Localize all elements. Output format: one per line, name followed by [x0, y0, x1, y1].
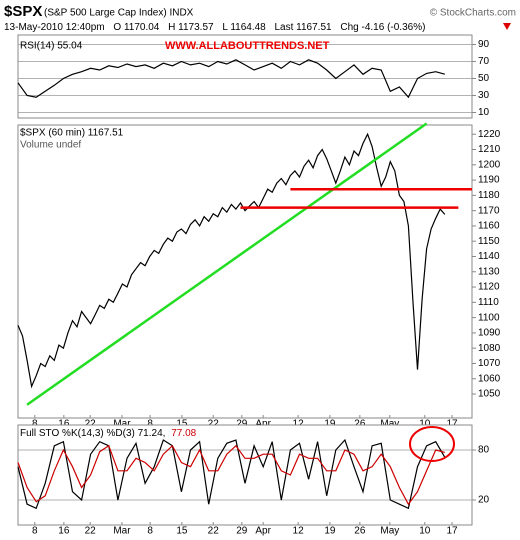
series-line	[17, 59, 445, 99]
y-tick-label: 1170	[478, 205, 500, 216]
y-tick-label: 1150	[478, 236, 500, 247]
y-tick-label: 50	[478, 73, 490, 84]
x-tick-label: 10	[419, 526, 431, 537]
y-tick-label: 1100	[478, 312, 500, 323]
legend: Full STO %K(14,3) %D(3) 71.24, 77.08	[20, 428, 197, 439]
panel-frame	[17, 124, 473, 419]
x-tick-label: 22	[85, 419, 97, 430]
open: O 1170.04	[113, 22, 159, 33]
series-line	[17, 444, 445, 506]
x-tick-label: 8	[32, 419, 38, 430]
x-tick-label: May	[380, 419, 399, 430]
x-tick-label: 12	[293, 419, 305, 430]
date: 13-May-2010 12:40pm	[4, 22, 105, 33]
y-tick-label: 1070	[478, 358, 501, 369]
y-tick-label: 1140	[478, 251, 500, 262]
x-tick-label: Mar	[113, 526, 131, 537]
change: Chg -4.16 (-0.36%)	[340, 22, 425, 33]
y-tick-label: 1180	[478, 190, 500, 201]
down-arrow	[503, 23, 511, 30]
series-line	[17, 438, 446, 510]
x-tick-label: 8	[147, 419, 153, 430]
y-tick-label: 1130	[478, 266, 500, 277]
x-tick-label: 12	[293, 526, 305, 537]
x-tick-label: 29	[236, 526, 248, 537]
x-tick-label: 19	[324, 526, 336, 537]
x-tick-label: 22	[85, 526, 97, 537]
index-name: (S&P 500 Large Cap Index) INDX	[44, 8, 194, 19]
trend-line	[26, 122, 428, 406]
x-tick-label: 26	[354, 419, 366, 430]
series-line	[17, 132, 446, 389]
x-tick-label: 8	[32, 526, 38, 537]
x-tick-label: 15	[176, 526, 188, 537]
highlight-circle	[409, 426, 455, 462]
y-tick-label: 30	[478, 90, 490, 101]
y-tick-label: 80	[478, 445, 490, 456]
legend-k: Full STO %K(14,3) %D(3) 71.24,	[20, 428, 165, 439]
x-tick-label: 22	[208, 419, 220, 430]
x-tick-label: 26	[354, 526, 366, 537]
y-tick-label: 1200	[478, 159, 501, 170]
x-tick-label: Apr	[255, 419, 271, 430]
quote-line: 13-May-2010 12:40pm O 1170.04 H 1173.57 …	[4, 22, 425, 33]
x-tick-label: 17	[446, 526, 458, 537]
y-tick-label: 1080	[478, 343, 501, 354]
symbol: $SPX	[4, 3, 42, 20]
x-tick-label: Apr	[255, 526, 271, 537]
x-tick-label: 19	[324, 419, 336, 430]
y-tick-label: 1210	[478, 144, 501, 155]
x-tick-label: 15	[176, 419, 188, 430]
x-tick-label: 16	[58, 526, 70, 537]
panel-frame	[17, 34, 473, 119]
x-tick-label: 22	[208, 526, 220, 537]
y-tick-label: 90	[478, 39, 490, 50]
x-tick-label: Mar	[113, 419, 131, 430]
source: © StockCharts.com	[430, 8, 516, 19]
last: Last 1167.51	[275, 22, 333, 33]
panel-frame	[17, 424, 473, 526]
y-tick-label: 10	[478, 107, 490, 118]
y-tick-label: 20	[478, 495, 490, 506]
y-tick-label: 1090	[478, 328, 501, 339]
y-tick-label: 1220	[478, 129, 501, 140]
y-tick-label: 1120	[478, 282, 500, 293]
annotation: WWW.ALLABOUTTRENDS.NET	[165, 40, 330, 52]
high: H 1173.57	[168, 22, 214, 33]
x-tick-label: 17	[446, 419, 458, 430]
x-tick-label: 16	[58, 419, 70, 430]
y-tick-label: 1050	[478, 389, 501, 400]
y-tick-label: 1060	[478, 373, 501, 384]
x-tick-label: 10	[419, 419, 431, 430]
x-tick-label: 29	[236, 419, 248, 430]
x-tick-label: May	[380, 526, 399, 537]
panels: 1030507090105010601070108010901100111011…	[17, 34, 501, 537]
legend: RSI(14) 55.04	[20, 41, 83, 52]
volume-label: Volume undef	[20, 140, 81, 151]
low: L 1164.48	[222, 22, 266, 33]
y-tick-label: 1160	[478, 221, 500, 232]
y-tick-label: 1190	[478, 175, 500, 186]
y-tick-label: 70	[478, 56, 490, 67]
y-tick-label: 1110	[478, 297, 499, 308]
legend: $SPX (60 min) 1167.51	[20, 128, 124, 139]
x-tick-label: 8	[147, 526, 153, 537]
legend-d: 77.08	[171, 428, 196, 439]
